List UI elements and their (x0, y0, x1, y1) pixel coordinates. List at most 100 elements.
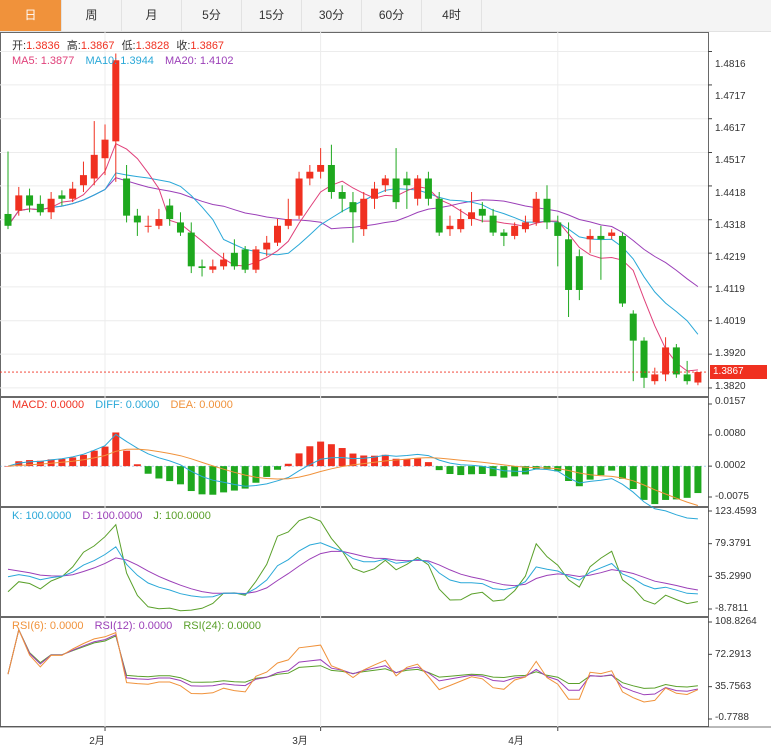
kdj-tick: -8.7811 (715, 603, 749, 614)
ma10-legend: MA10: 1.3944 (85, 55, 154, 67)
macd-bar-down (198, 466, 206, 495)
open-value: 1.3836 (26, 40, 60, 52)
candle-down (597, 235, 605, 240)
macd-bar-down (468, 466, 476, 475)
candle-down (123, 178, 131, 216)
rsi-legend-12: RSI(12): 0.0000 (94, 620, 173, 632)
candle-up (284, 219, 292, 226)
candle-down (327, 164, 335, 193)
x-label-mar: 3月 (292, 736, 308, 747)
chart-canvas[interactable] (0, 32, 771, 754)
price-tick: 1.4418 (715, 188, 746, 199)
macd-bar-down (446, 466, 454, 475)
candle-up (457, 219, 465, 230)
candle-up (414, 178, 422, 199)
candle-up (295, 178, 303, 216)
macd-bar-down (187, 466, 195, 492)
macd-bar-down (230, 466, 238, 491)
macd-bar-up (112, 432, 120, 467)
macd-bar-down (252, 466, 260, 483)
candle-up (263, 242, 271, 250)
macd-bar-down (166, 466, 174, 482)
macd-bar-up (101, 446, 109, 467)
tab-30min[interactable]: 30分 (302, 0, 362, 31)
candle-up (694, 372, 702, 383)
macd-bar-down (651, 466, 659, 505)
ma5-line (7, 143, 698, 372)
macd-bar-down (155, 466, 163, 479)
candle-down (575, 256, 583, 290)
last-price-tag: 1.3867 (710, 365, 767, 379)
macd-bar-up (123, 450, 131, 467)
macd-dea-line (7, 448, 699, 506)
macd-bar-down (144, 466, 152, 474)
candle-down (500, 232, 508, 236)
tab-month[interactable]: 月 (122, 0, 182, 31)
macd-diff-line (7, 433, 698, 520)
rsi-tick: 35.7563 (715, 681, 752, 692)
macd-bar-up (284, 463, 292, 467)
tab-60min[interactable]: 60分 (362, 0, 422, 31)
kdj-tick: 79.3791 (715, 538, 752, 549)
candle-down (176, 222, 184, 233)
tab-5min[interactable]: 5分 (182, 0, 242, 31)
ohlc-readout: 开:1.3836 高:1.3867 低:1.3828 收:1.3867 (12, 40, 224, 53)
macd-bar-down (220, 466, 228, 493)
rsi-legend-6: RSI(6): 0.0000 (12, 620, 84, 632)
candle-up (511, 225, 519, 236)
candle-down (58, 195, 66, 199)
macd-bar-up (371, 455, 379, 467)
macd-legend: MACD: 0.0000 DIFF: 0.0000 DEA: 0.0000 (12, 399, 233, 412)
macd-bar-up (403, 459, 411, 467)
tab-4hour[interactable]: 4时 (422, 0, 482, 31)
macd-bar-down (274, 466, 281, 470)
macd-bar-up (133, 464, 141, 467)
kdj-k-line (7, 542, 698, 598)
macd-bar-down (694, 466, 702, 494)
macd-bar-up (360, 455, 368, 467)
macd-bar-down (597, 466, 605, 476)
candle-down (166, 205, 174, 220)
macd-bar-down (500, 466, 508, 478)
candle-down (392, 178, 400, 203)
candle-up (306, 171, 314, 179)
price-tick: 1.3820 (715, 381, 746, 392)
candle-down (683, 374, 691, 382)
macd-bar-up (15, 461, 23, 467)
macd-bar-down (618, 466, 626, 479)
ma-legend: MA5: 1.3877 MA10: 1.3944 MA20: 1.4102 (12, 55, 234, 68)
candle-up (47, 198, 55, 213)
candle-up (381, 178, 389, 186)
macd-bar-down (241, 466, 249, 489)
macd-bar-down (263, 466, 271, 477)
tab-day[interactable]: 日 (0, 0, 62, 31)
x-label-apr: 4月 (508, 736, 524, 747)
candle-up (360, 198, 368, 230)
candle-up (144, 225, 152, 227)
macd-bar-up (317, 441, 325, 467)
candle-up (317, 164, 325, 172)
candle-up (79, 175, 87, 186)
macd-bar-up (392, 458, 400, 467)
candle-up (446, 225, 454, 230)
tab-week[interactable]: 周 (62, 0, 122, 31)
kdj-tick: 35.2990 (715, 571, 752, 582)
candle-down (672, 347, 680, 375)
macd-bar-up (79, 454, 87, 467)
candle-down (133, 215, 141, 223)
candle-down (565, 239, 573, 290)
candle-up (155, 219, 163, 226)
macd-bar-down (565, 466, 573, 482)
price-tick: 1.4517 (715, 155, 746, 166)
price-tick: 1.4119 (715, 284, 745, 295)
kdj-legend-k: K: 100.0000 (12, 510, 72, 522)
candle-up (371, 188, 379, 199)
rsi24-line (7, 628, 698, 689)
candle-up (468, 212, 476, 220)
macd-bar-down (608, 466, 616, 471)
tab-15min[interactable]: 15分 (242, 0, 302, 31)
close-label: 收: (176, 40, 191, 52)
candle-down (618, 235, 626, 304)
macd-bar-up (69, 457, 77, 467)
macd-tick: 0.0080 (715, 428, 746, 439)
